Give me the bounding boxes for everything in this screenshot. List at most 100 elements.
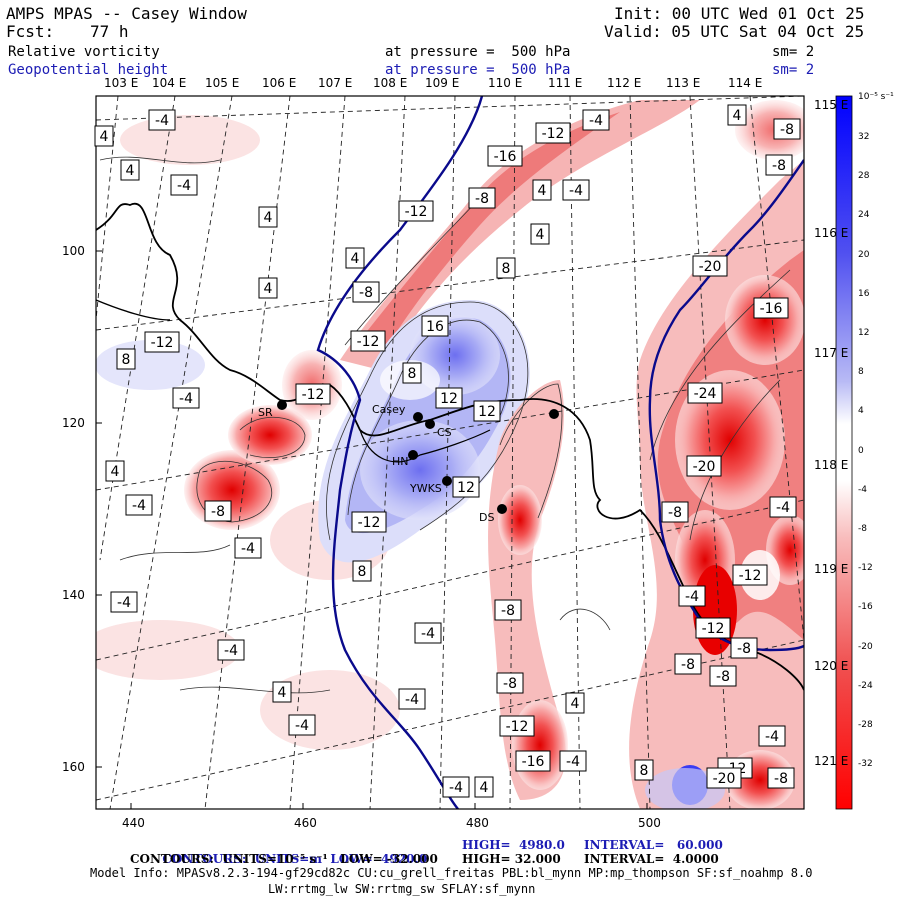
coastline-bay [359,429,491,463]
station-dot-ywks [442,476,452,486]
svg-text:4: 4 [126,163,135,179]
contour-labels: 4-44-444-44-4-12-16-44-8-12-84816-128-12… [94,104,801,798]
contour-label: -4 [442,776,470,798]
svg-text:4: 4 [480,780,489,796]
colorbar-label: 12 [858,328,870,338]
vorticity-contour-range: CONTOURS: UNITS=10⁻⁵ s⁻¹ LOW= -32.000 [130,852,438,866]
svg-text:-4: -4 [776,500,790,516]
sr-blob-north [228,405,312,465]
svg-text:-4: -4 [117,595,131,611]
station-label: Casey [372,403,406,416]
y-tick-label: 140 [62,588,85,602]
contour-label: -4 [125,494,153,516]
svg-text:-8: -8 [772,158,786,174]
contour-label: -8 [352,281,380,303]
svg-text:-12: -12 [739,568,762,584]
colorbar-label: -16 [858,602,873,613]
svg-text:4: 4 [733,108,742,124]
svg-text:8: 8 [640,763,649,779]
contour-label: 8 [352,560,372,582]
svg-text:-4: -4 [241,541,255,557]
coastline-west [96,299,171,321]
vorticity-contours [99,156,791,694]
colorbar-label: 4 [858,406,864,417]
svg-text:-4: -4 [569,183,583,199]
contour-label: -4 [172,387,200,409]
svg-text:12: 12 [457,480,475,496]
contour-label: -4 [678,585,706,607]
contour-label: 4 [94,125,114,147]
south-red-core [512,700,568,790]
svg-text:4: 4 [264,281,273,297]
svg-text:-8: -8 [774,771,788,787]
contour-label: -12 [144,331,180,353]
x-tick-label: 480 [466,816,489,830]
field-blob-3 [96,620,240,680]
longitude-label: 111 E [548,76,583,90]
colorbar-label: 8 [858,367,864,378]
latitude-label: 116 E [814,226,849,240]
contour-label: -24 [687,382,723,404]
contour-label: -4 [288,714,316,736]
colorbar-label: 24 [858,210,870,221]
longitude-label: 109 E [425,76,460,90]
longitude-label: 103 E [104,76,139,90]
svg-text:-4: -4 [155,113,169,129]
contour-label: -8 [765,154,793,176]
height-contour-high: HIGH= 4980.0 [462,838,565,852]
station-label: SR [258,406,273,419]
longitude-label: 112 E [607,76,642,90]
contour-label: -20 [706,767,742,789]
colorbar-label: -4 [858,484,867,495]
y-tick-label: 120 [62,416,85,430]
contour-label: 4 [727,104,747,126]
longitude-label: 113 E [666,76,701,90]
svg-text:-4: -4 [132,498,146,514]
contour-label: -20 [686,455,722,477]
station-dot-ds [497,504,507,514]
height-contour-west [316,96,484,809]
field-blob-1 [120,115,260,165]
colorbar-label: 0 [858,445,864,456]
svg-text:-24: -24 [694,386,717,402]
svg-text:4: 4 [538,183,547,199]
y-tick-label: 160 [62,760,85,774]
contour-label: -8 [767,767,795,789]
contour-label: 4 [258,206,278,228]
field2-smoothing: sm= 2 [772,62,815,78]
svg-text:-4: -4 [685,589,699,605]
svg-text:12: 12 [440,391,458,407]
station-label: YWKS [409,482,442,495]
contour-label: 8 [496,257,516,279]
svg-text:-4: -4 [421,626,435,642]
svg-text:-8: -8 [211,504,225,520]
station-dot-sr [277,400,287,410]
contour-label: -8 [674,653,702,675]
svg-text:-8: -8 [475,191,489,207]
svg-text:-4: -4 [179,391,193,407]
ne-ridge-core [360,112,620,350]
model-title: AMPS MPAS -- Casey Window [6,4,247,23]
svg-text:4: 4 [264,210,273,226]
contour-label: 4 [120,159,140,181]
station-dot-cs [425,419,435,429]
model-info: Model Info: MPASv8.2.3-194-gf29cd82c CU:… [90,866,813,880]
svg-text:8: 8 [358,564,367,580]
svg-text:-4: -4 [224,643,238,659]
svg-text:-4: -4 [589,113,603,129]
svg-text:8: 8 [502,261,511,277]
forecast-label: Fcst: [6,22,55,41]
height-contour-range: CONTOURS: UNITS=m LOW= 4920.0 [162,852,428,866]
svg-text:4: 4 [111,464,120,480]
contour-label: -12 [351,511,387,533]
contour-label: 12 [473,400,501,422]
contour-label: -12 [695,617,731,639]
contour-label: -4 [110,591,138,613]
contour-label: -16 [487,145,523,167]
contour-label: -8 [661,501,689,523]
contour-label: 12 [452,476,480,498]
contour-label: 4 [345,247,365,269]
contour-label: 4 [272,681,292,703]
svg-text:-12: -12 [506,719,529,735]
